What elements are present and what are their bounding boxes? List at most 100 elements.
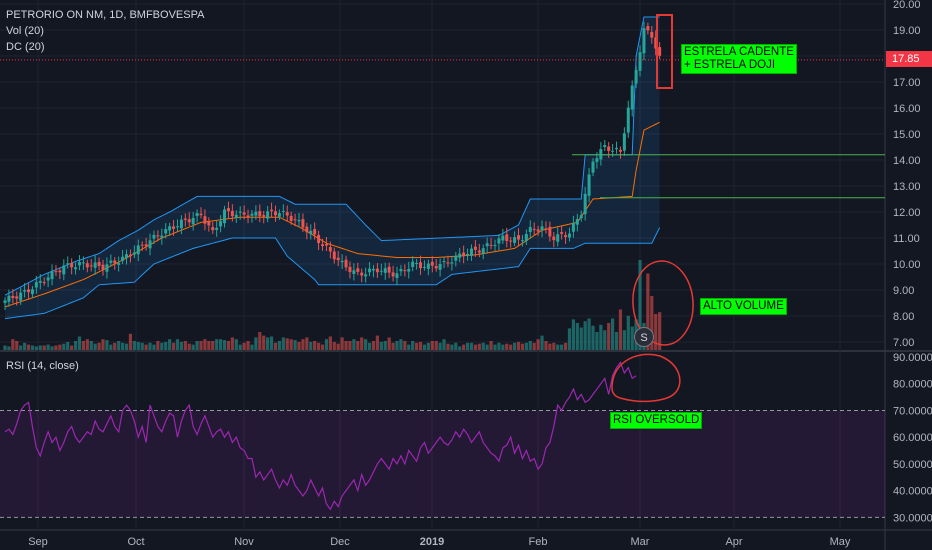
candle-body <box>332 251 336 260</box>
volume-bar <box>379 341 383 350</box>
candle-body <box>591 161 595 173</box>
candle-body <box>54 271 58 273</box>
volume-bar <box>630 326 634 350</box>
volume-bar <box>171 342 176 350</box>
candle-body <box>211 227 215 231</box>
candle-body <box>415 262 419 264</box>
candle-body <box>144 244 148 247</box>
donchian-upper-line <box>4 16 660 296</box>
candle-body <box>195 213 199 217</box>
volume-bar <box>324 339 329 350</box>
candle-body <box>371 268 375 271</box>
volume-bar <box>548 343 552 350</box>
volume-bar <box>638 260 642 350</box>
candle-body <box>74 267 78 270</box>
candle-body <box>207 221 211 226</box>
volume-bar <box>42 345 46 350</box>
volume-indicator-label[interactable]: Vol (20) <box>6 25 44 37</box>
candle-body <box>42 282 46 284</box>
volume-bar <box>603 330 607 350</box>
price-y-tick-label: 9.00 <box>893 285 914 297</box>
candle-body <box>364 274 368 277</box>
rsi-band-fill <box>0 410 885 518</box>
candle-body <box>595 158 599 162</box>
candle-body <box>536 229 540 232</box>
candle-body <box>66 263 70 265</box>
volume-bar <box>26 344 31 350</box>
volume-bar <box>438 342 442 350</box>
volume-bar <box>277 341 281 350</box>
volume-bar <box>532 342 536 350</box>
candle-body <box>520 240 524 242</box>
volume-bar <box>399 339 403 350</box>
volume-bar <box>524 342 528 350</box>
volume-bar <box>258 332 262 350</box>
candle-body <box>356 268 360 272</box>
donchian-indicator-label[interactable]: DC (20) <box>6 41 45 53</box>
volume-bar <box>179 341 183 350</box>
volume-bar <box>281 337 285 350</box>
candle-body <box>226 208 230 212</box>
candle-body <box>395 273 399 279</box>
volume-bar <box>658 312 662 350</box>
rsi-line <box>4 361 637 511</box>
candle-body <box>603 145 607 148</box>
candle-body <box>11 295 15 299</box>
x-tick-label: Apr <box>725 536 742 548</box>
volume-bar <box>364 339 368 350</box>
candle-body <box>160 235 164 238</box>
candle-body <box>140 244 144 246</box>
candle-body <box>587 174 591 196</box>
candle-body <box>419 262 423 269</box>
candle-body <box>544 228 548 230</box>
volume-bar <box>567 328 572 350</box>
price-y-tick-label: 19.00 <box>893 25 921 37</box>
volume-bar <box>246 341 250 350</box>
volume-bar <box>211 341 215 350</box>
signal-marker[interactable]: S <box>634 327 654 347</box>
candle-body <box>583 193 587 215</box>
volume-bar <box>489 341 493 350</box>
volume-bar <box>552 342 556 350</box>
candle-body <box>493 244 497 246</box>
candle-body <box>50 271 54 280</box>
volume-bar <box>234 339 238 350</box>
x-tick-label: Sep <box>28 536 48 548</box>
rsi-y-tick-label: 40.0000 <box>893 486 932 498</box>
rsi-y-tick-label: 60.0000 <box>893 432 932 444</box>
candle-body <box>634 70 638 84</box>
candle-body <box>15 296 19 299</box>
price-y-tick-label: 16.00 <box>893 103 921 115</box>
volume-bar <box>313 341 317 350</box>
candle-body <box>497 238 501 244</box>
candle-body <box>219 221 223 227</box>
volume-bar <box>293 340 297 350</box>
volume-note: ALTO VOLUME <box>700 298 787 315</box>
rsi-indicator-label[interactable]: RSI (14, close) <box>6 360 79 372</box>
candle-body <box>93 262 97 268</box>
candle-body <box>481 248 485 254</box>
rsi-y-tick-label: 50.0000 <box>893 459 932 471</box>
candle-pattern-note-line1: ESTRELA CADENTE <box>684 46 794 58</box>
volume-bar <box>513 342 517 350</box>
candle-body <box>489 244 493 246</box>
volume-bar <box>262 335 266 350</box>
candle-body <box>109 260 113 263</box>
candle-body <box>626 107 630 133</box>
candle-body <box>285 212 289 216</box>
candle-body <box>230 210 234 217</box>
volume-bar <box>375 335 379 350</box>
rsi-y-tick-label: 70.0000 <box>893 405 932 417</box>
volume-bar <box>136 341 140 350</box>
candle-body <box>148 240 152 249</box>
candle-body <box>3 300 7 303</box>
volume-bar <box>269 336 274 350</box>
x-tick-label: 2019 <box>420 536 444 548</box>
candle-body <box>567 233 571 238</box>
candle-body <box>571 222 575 232</box>
candle-body <box>611 150 615 152</box>
volume-bar <box>93 343 97 350</box>
candle-body <box>348 266 352 273</box>
volume-bar <box>418 341 423 350</box>
